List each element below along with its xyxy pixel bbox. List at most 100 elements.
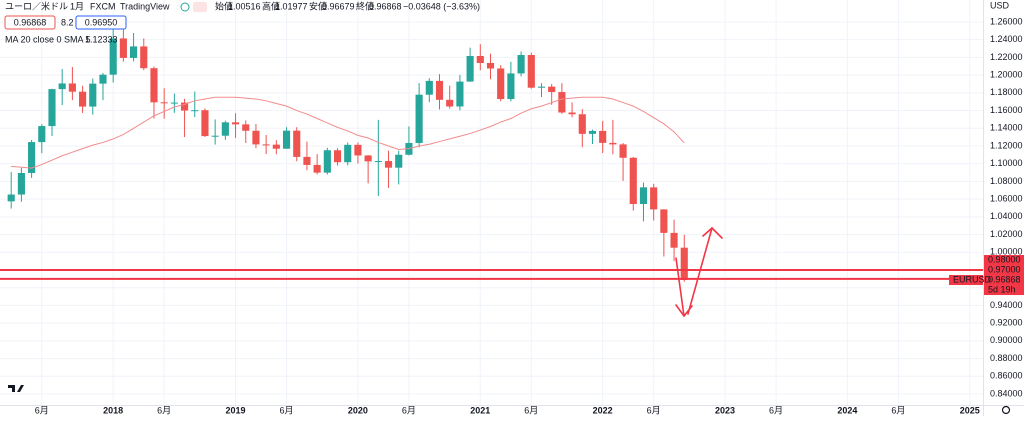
close-value: 0.96868 <box>369 1 402 11</box>
candle-body <box>140 46 148 69</box>
y-tick-label: 1.24000 <box>990 34 1023 44</box>
high-label: 高値 <box>262 0 280 11</box>
open-label: 始値 <box>215 0 233 11</box>
candle-body <box>150 68 158 103</box>
candle-body <box>415 94 423 143</box>
last-price-label: 0.96868 <box>988 274 1021 284</box>
candle-body <box>578 114 586 134</box>
y-tick-label: 1.20000 <box>990 69 1023 79</box>
candle-body <box>507 73 515 100</box>
candle-body <box>466 55 474 82</box>
price-line-label-box <box>984 265 1024 276</box>
candle-body <box>109 38 117 75</box>
ma-line <box>11 96 685 169</box>
candle-body <box>599 130 607 143</box>
buy-button[interactable] <box>75 15 127 30</box>
candle-body <box>201 110 209 137</box>
candle-body <box>282 130 291 149</box>
candle-body <box>619 144 627 158</box>
arrow <box>687 227 713 315</box>
candle-body <box>130 46 138 58</box>
candle-body <box>609 142 617 145</box>
candle-body <box>68 83 76 92</box>
candle-body <box>537 86 546 88</box>
x-tick-label: 6月 <box>280 405 294 415</box>
price-line-label: 0.98000 <box>988 254 1021 264</box>
candle-body <box>303 156 311 165</box>
symbol: ユーロ／米ドル <box>5 0 68 11</box>
y-tick-label: 1.12000 <box>990 140 1023 150</box>
x-tick-label: 2025 <box>960 405 980 415</box>
candle-body <box>313 164 321 173</box>
candle-body <box>456 81 464 107</box>
countdown-label-box <box>984 285 1024 296</box>
currency: USD <box>990 0 1010 10</box>
y-tick-label: 0.94000 <box>990 300 1023 310</box>
x-tick-label: 6月 <box>524 405 538 415</box>
candle-body <box>119 38 127 58</box>
candle-body <box>323 150 331 173</box>
y-tick-label: 0.84000 <box>990 388 1023 398</box>
candle-body <box>650 187 658 210</box>
y-tick-label: 1.26000 <box>990 16 1023 26</box>
broker: FXCM <box>90 1 116 11</box>
change: −0.03648 (−3.63%) <box>403 1 480 11</box>
candle-body <box>99 74 107 84</box>
candle-body <box>568 112 576 115</box>
plot <box>0 25 983 282</box>
interval: 1月 <box>70 1 84 11</box>
low-value: 0.96679 <box>322 1 355 11</box>
y-tick-label: 1.10000 <box>990 158 1023 168</box>
candle-body <box>425 80 433 95</box>
y-tick-label: 0.86000 <box>990 371 1023 381</box>
candle-body <box>527 55 535 88</box>
candle-body <box>435 80 444 100</box>
candle-body <box>354 144 362 156</box>
candle-body <box>364 155 372 162</box>
sell-button[interactable] <box>4 15 56 30</box>
countdown-label: 5d 19h <box>988 284 1016 294</box>
low-label: 安値 <box>309 0 327 11</box>
candle-body <box>548 86 556 93</box>
symbol-tag: EURUSD <box>953 274 992 284</box>
price-line-label: 0.97000 <box>988 264 1021 274</box>
settings-icon[interactable] <box>1001 405 1011 415</box>
candle-body <box>344 144 352 163</box>
y-tick-label: 1.04000 <box>990 211 1023 221</box>
close-label: 終値 <box>356 0 374 11</box>
logo <box>8 385 24 392</box>
arrow-head <box>702 226 723 239</box>
candle-body <box>497 68 505 100</box>
candle-body <box>231 122 240 125</box>
symbol-tag-box <box>949 275 983 286</box>
candle-body <box>38 126 46 143</box>
candle-body <box>180 102 189 111</box>
candle-body <box>191 110 199 112</box>
y-tick-label: 0.90000 <box>990 335 1023 345</box>
candle-body <box>476 55 484 63</box>
price-line-label-box <box>984 255 1024 266</box>
y-tick-label: 1.08000 <box>990 176 1023 186</box>
candle-body <box>7 194 15 202</box>
x-tick-label: 6月 <box>769 405 783 415</box>
x-tick-label: 6月 <box>35 405 49 415</box>
candle-body <box>374 161 382 163</box>
x-tick-label: 6月 <box>891 405 905 415</box>
candle-body <box>89 83 97 107</box>
buy-price[interactable]: 0.96950 <box>85 17 118 27</box>
status-icon <box>193 2 207 12</box>
candle-body <box>17 173 25 195</box>
x-tick-label: 6月 <box>647 405 661 415</box>
gear[interactable] <box>1001 405 1011 415</box>
y-tick-label: 1.14000 <box>990 123 1023 133</box>
y-tick-label: 0.88000 <box>990 353 1023 363</box>
y-tick-label: 1.18000 <box>990 87 1023 97</box>
candle-body <box>242 124 250 131</box>
candle-body <box>588 130 597 134</box>
y-tick-label: 1.22000 <box>990 52 1023 62</box>
sell-price[interactable]: 0.96868 <box>14 17 47 27</box>
arrow <box>675 257 685 317</box>
candle-body <box>486 62 495 69</box>
candle-body <box>333 150 342 163</box>
